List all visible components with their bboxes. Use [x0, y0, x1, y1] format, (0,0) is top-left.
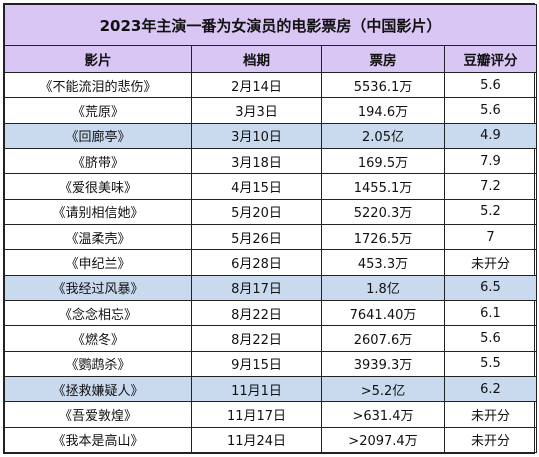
- cell-box-office: 453.3万: [321, 249, 445, 276]
- table-body: 《不能流泪的悲伤》 2月14日 5536.1万 5.6 《荒原》 3月3日 194.6万 5.…: [4, 71, 538, 454]
- cell-rating: 6.1: [443, 299, 538, 327]
- table-row: 《念念相忘》 8月22日 7641.40万 6.1: [4, 299, 538, 327]
- cell-date: 8月17日: [191, 274, 322, 301]
- cell-date: 3月10日: [191, 122, 322, 149]
- cell-rating: 7: [443, 223, 538, 251]
- header-rating: 豆瓣评分: [443, 45, 538, 73]
- box-office-table: 2023年主演一番为女演员的电影票房（中国影片） 影片 档期 票房 豆瓣评分 《…: [3, 4, 538, 454]
- cell-date: 8月22日: [191, 299, 322, 327]
- cell-rating: 4.9: [443, 122, 538, 149]
- cell-rating: 5.6: [443, 325, 538, 352]
- cell-film: 《鹦鹉杀》: [4, 350, 192, 377]
- cell-rating: 7.2: [443, 173, 538, 200]
- cell-film: 《念念相忘》: [4, 299, 192, 327]
- cell-rating: 5.6: [443, 97, 538, 124]
- table-row: 《不能流泪的悲伤》 2月14日 5536.1万 5.6: [4, 71, 538, 99]
- cell-box-office: 3939.3万: [321, 350, 445, 377]
- cell-date: 5月20日: [191, 198, 322, 225]
- header-box-office: 票房: [321, 45, 445, 73]
- cell-box-office: 169.5万: [321, 147, 445, 175]
- table-row: 《鹦鹉杀》 9月15日 3939.3万 5.5: [4, 350, 538, 377]
- cell-rating: 5.5: [443, 350, 538, 377]
- cell-box-office: 5536.1万: [321, 71, 445, 99]
- cell-rating: 7.9: [443, 147, 538, 175]
- table-row: 《拯救嫌疑人》 11月1日 >5.2亿 6.2: [4, 375, 538, 403]
- table-row: 《温柔壳》 5月26日 1726.5万 7: [4, 223, 538, 251]
- cell-rating: 未开分: [443, 249, 538, 276]
- box-office-table-container: 2023年主演一番为女演员的电影票房（中国影片） 影片 档期 票房 豆瓣评分 《…: [3, 3, 538, 454]
- cell-rating: 6.2: [443, 375, 538, 403]
- cell-date: 2月14日: [191, 71, 322, 99]
- cell-film: 《拯救嫌疑人》: [4, 375, 192, 403]
- cell-box-office: >631.4万: [321, 401, 445, 428]
- header-row: 影片 档期 票房 豆瓣评分: [4, 45, 538, 73]
- table-row: 《回廊亭》 3月10日 2.05亿 4.9: [4, 122, 538, 149]
- table-row: 《燃冬》 8月22日 2607.6万 5.6: [4, 325, 538, 352]
- cell-film: 《爱很美味》: [4, 173, 192, 200]
- table-title: 2023年主演一番为女演员的电影票房（中国影片）: [3, 4, 538, 46]
- cell-date: 11月17日: [191, 401, 322, 428]
- cell-box-office: >5.2亿: [321, 375, 445, 403]
- cell-film: 《我本是高山》: [4, 426, 192, 454]
- cell-date: 11月24日: [191, 426, 322, 454]
- cell-film: 《我经过风暴》: [4, 274, 192, 301]
- header-film: 影片: [4, 45, 192, 73]
- cell-rating: 5.2: [443, 198, 538, 225]
- cell-film: 《燃冬》: [4, 325, 192, 352]
- cell-box-office: >2097.4万: [321, 426, 445, 454]
- cell-box-office: 7641.40万: [321, 299, 445, 327]
- table-row: 《我经过风暴》 8月17日 1.8亿 6.5: [4, 274, 538, 301]
- cell-date: 5月26日: [191, 223, 322, 251]
- cell-film: 《不能流泪的悲伤》: [4, 71, 192, 99]
- table-row: 《脐带》 3月18日 169.5万 7.9: [4, 147, 538, 175]
- cell-date: 4月15日: [191, 173, 322, 200]
- cell-box-office: 1455.1万: [321, 173, 445, 200]
- cell-rating: 6.5: [443, 274, 538, 301]
- cell-box-office: 5220.3万: [321, 198, 445, 225]
- cell-rating: 未开分: [443, 426, 538, 454]
- cell-date: 3月18日: [191, 147, 322, 175]
- cell-date: 3月3日: [191, 97, 322, 124]
- cell-box-office: 1726.5万: [321, 223, 445, 251]
- cell-film: 《回廊亭》: [4, 122, 192, 149]
- cell-box-office: 2607.6万: [321, 325, 445, 352]
- cell-date: 8月22日: [191, 325, 322, 352]
- cell-date: 11月1日: [191, 375, 322, 403]
- table-row: 《请别相信她》 5月20日 5220.3万 5.2: [4, 198, 538, 225]
- cell-film: 《脐带》: [4, 147, 192, 175]
- cell-film: 《申纪兰》: [4, 249, 192, 276]
- table-row: 《申纪兰》 6月28日 453.3万 未开分: [4, 249, 538, 276]
- cell-rating: 未开分: [443, 401, 538, 428]
- cell-box-office: 2.05亿: [321, 122, 445, 149]
- cell-film: 《温柔壳》: [4, 223, 192, 251]
- cell-film: 《吾爱敦煌》: [4, 401, 192, 428]
- cell-rating: 5.6: [443, 71, 538, 99]
- cell-film: 《荒原》: [4, 97, 192, 124]
- header-date: 档期: [191, 45, 322, 73]
- cell-box-office: 194.6万: [321, 97, 445, 124]
- table-row: 《我本是高山》 11月24日 >2097.4万 未开分: [4, 426, 538, 454]
- cell-date: 9月15日: [191, 350, 322, 377]
- cell-date: 6月28日: [191, 249, 322, 276]
- table-row: 《爱很美味》 4月15日 1455.1万 7.2: [4, 173, 538, 200]
- table-row: 《吾爱敦煌》 11月17日 >631.4万 未开分: [4, 401, 538, 428]
- cell-film: 《请别相信她》: [4, 198, 192, 225]
- table-row: 《荒原》 3月3日 194.6万 5.6: [4, 97, 538, 124]
- cell-box-office: 1.8亿: [321, 274, 445, 301]
